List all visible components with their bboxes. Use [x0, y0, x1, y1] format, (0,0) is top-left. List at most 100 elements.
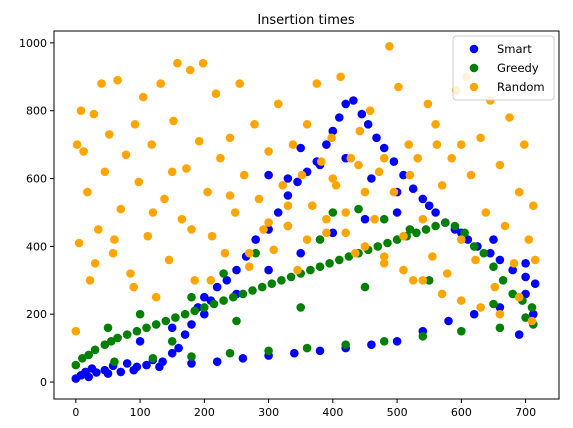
points-layer	[71, 42, 540, 383]
point-random	[370, 214, 379, 224]
y-tick-label: 0	[40, 376, 47, 389]
point-random	[71, 326, 81, 336]
point-random	[143, 231, 153, 241]
x-tick-label: 400	[322, 406, 343, 419]
point-random	[254, 194, 264, 204]
point-smart	[222, 276, 232, 285]
point-random	[317, 157, 326, 166]
point-smart	[431, 208, 440, 217]
point-greedy	[148, 354, 158, 363]
legend-label-smart: Smart	[497, 42, 532, 56]
point-greedy	[248, 286, 257, 295]
point-smart	[92, 368, 101, 377]
point-smart	[349, 96, 358, 105]
point-random	[389, 187, 399, 197]
point-random	[76, 106, 86, 115]
point-random	[495, 309, 505, 319]
point-greedy	[132, 326, 142, 336]
point-random	[239, 170, 249, 180]
point-random	[312, 79, 322, 88]
point-random	[94, 225, 103, 234]
point-greedy	[460, 228, 469, 238]
legend: Smart Greedy Random	[452, 35, 555, 101]
point-smart	[521, 272, 530, 282]
legend-marker-smart	[469, 44, 479, 54]
point-greedy	[180, 309, 190, 319]
point-random	[121, 150, 131, 160]
point-smart	[180, 330, 190, 339]
point-greedy	[103, 323, 113, 333]
point-greedy	[441, 218, 450, 227]
point-random	[194, 136, 204, 146]
point-random	[129, 282, 138, 292]
point-smart	[379, 143, 389, 153]
point-smart	[357, 109, 367, 119]
point-random	[379, 153, 389, 163]
point-random	[341, 228, 351, 238]
point-greedy	[328, 208, 338, 217]
point-random	[341, 208, 351, 217]
point-random	[190, 276, 199, 285]
point-random	[90, 259, 100, 268]
point-random	[385, 42, 394, 51]
point-random	[116, 204, 126, 214]
point-smart	[296, 143, 306, 153]
x-tick-label: 700	[515, 406, 536, 419]
point-random	[437, 181, 447, 190]
point-random	[156, 79, 165, 88]
point-random	[100, 167, 110, 177]
point-random	[331, 181, 341, 190]
point-greedy	[190, 306, 199, 316]
point-random	[360, 242, 370, 251]
point-greedy	[151, 320, 161, 329]
x-tick-label: 0	[72, 406, 79, 419]
point-random	[457, 140, 466, 149]
legend-label-random: Random	[497, 80, 545, 94]
point-smart	[264, 170, 273, 180]
point-smart	[360, 214, 370, 224]
point-greedy	[335, 255, 344, 265]
point-smart	[529, 309, 538, 319]
point-random	[418, 276, 428, 285]
point-smart	[315, 346, 325, 356]
point-greedy	[315, 235, 325, 244]
point-greedy	[110, 357, 119, 367]
point-greedy	[412, 228, 421, 238]
y-tick-label: 1000	[19, 37, 47, 50]
point-greedy	[219, 269, 228, 278]
point-smart	[489, 235, 498, 244]
point-smart	[290, 348, 299, 358]
point-random	[151, 292, 161, 302]
point-random	[365, 106, 375, 115]
point-greedy	[392, 235, 402, 244]
point-random	[379, 252, 389, 261]
x-tick-label: 200	[194, 406, 215, 419]
point-greedy	[431, 221, 440, 231]
point-smart	[469, 309, 479, 319]
point-smart	[363, 120, 373, 129]
point-smart	[367, 174, 376, 183]
point-random	[322, 228, 331, 238]
point-smart	[283, 191, 293, 200]
point-smart	[264, 265, 273, 275]
point-smart	[296, 248, 306, 258]
y-tick-label: 200	[26, 308, 47, 321]
series-random	[71, 42, 540, 336]
point-smart	[418, 194, 428, 204]
point-random	[147, 140, 156, 149]
point-greedy	[457, 326, 466, 336]
point-smart	[328, 228, 338, 238]
point-smart	[116, 367, 126, 377]
point-greedy	[277, 276, 286, 285]
y-tick-label: 800	[26, 105, 47, 118]
point-greedy	[424, 276, 434, 285]
point-greedy	[161, 316, 171, 326]
point-random	[346, 153, 356, 163]
x-tick-label: 300	[258, 406, 279, 419]
point-random	[505, 113, 514, 122]
point-random	[447, 153, 457, 163]
legend-label-greedy: Greedy	[497, 61, 539, 75]
point-greedy	[286, 272, 296, 282]
point-random	[481, 208, 491, 217]
